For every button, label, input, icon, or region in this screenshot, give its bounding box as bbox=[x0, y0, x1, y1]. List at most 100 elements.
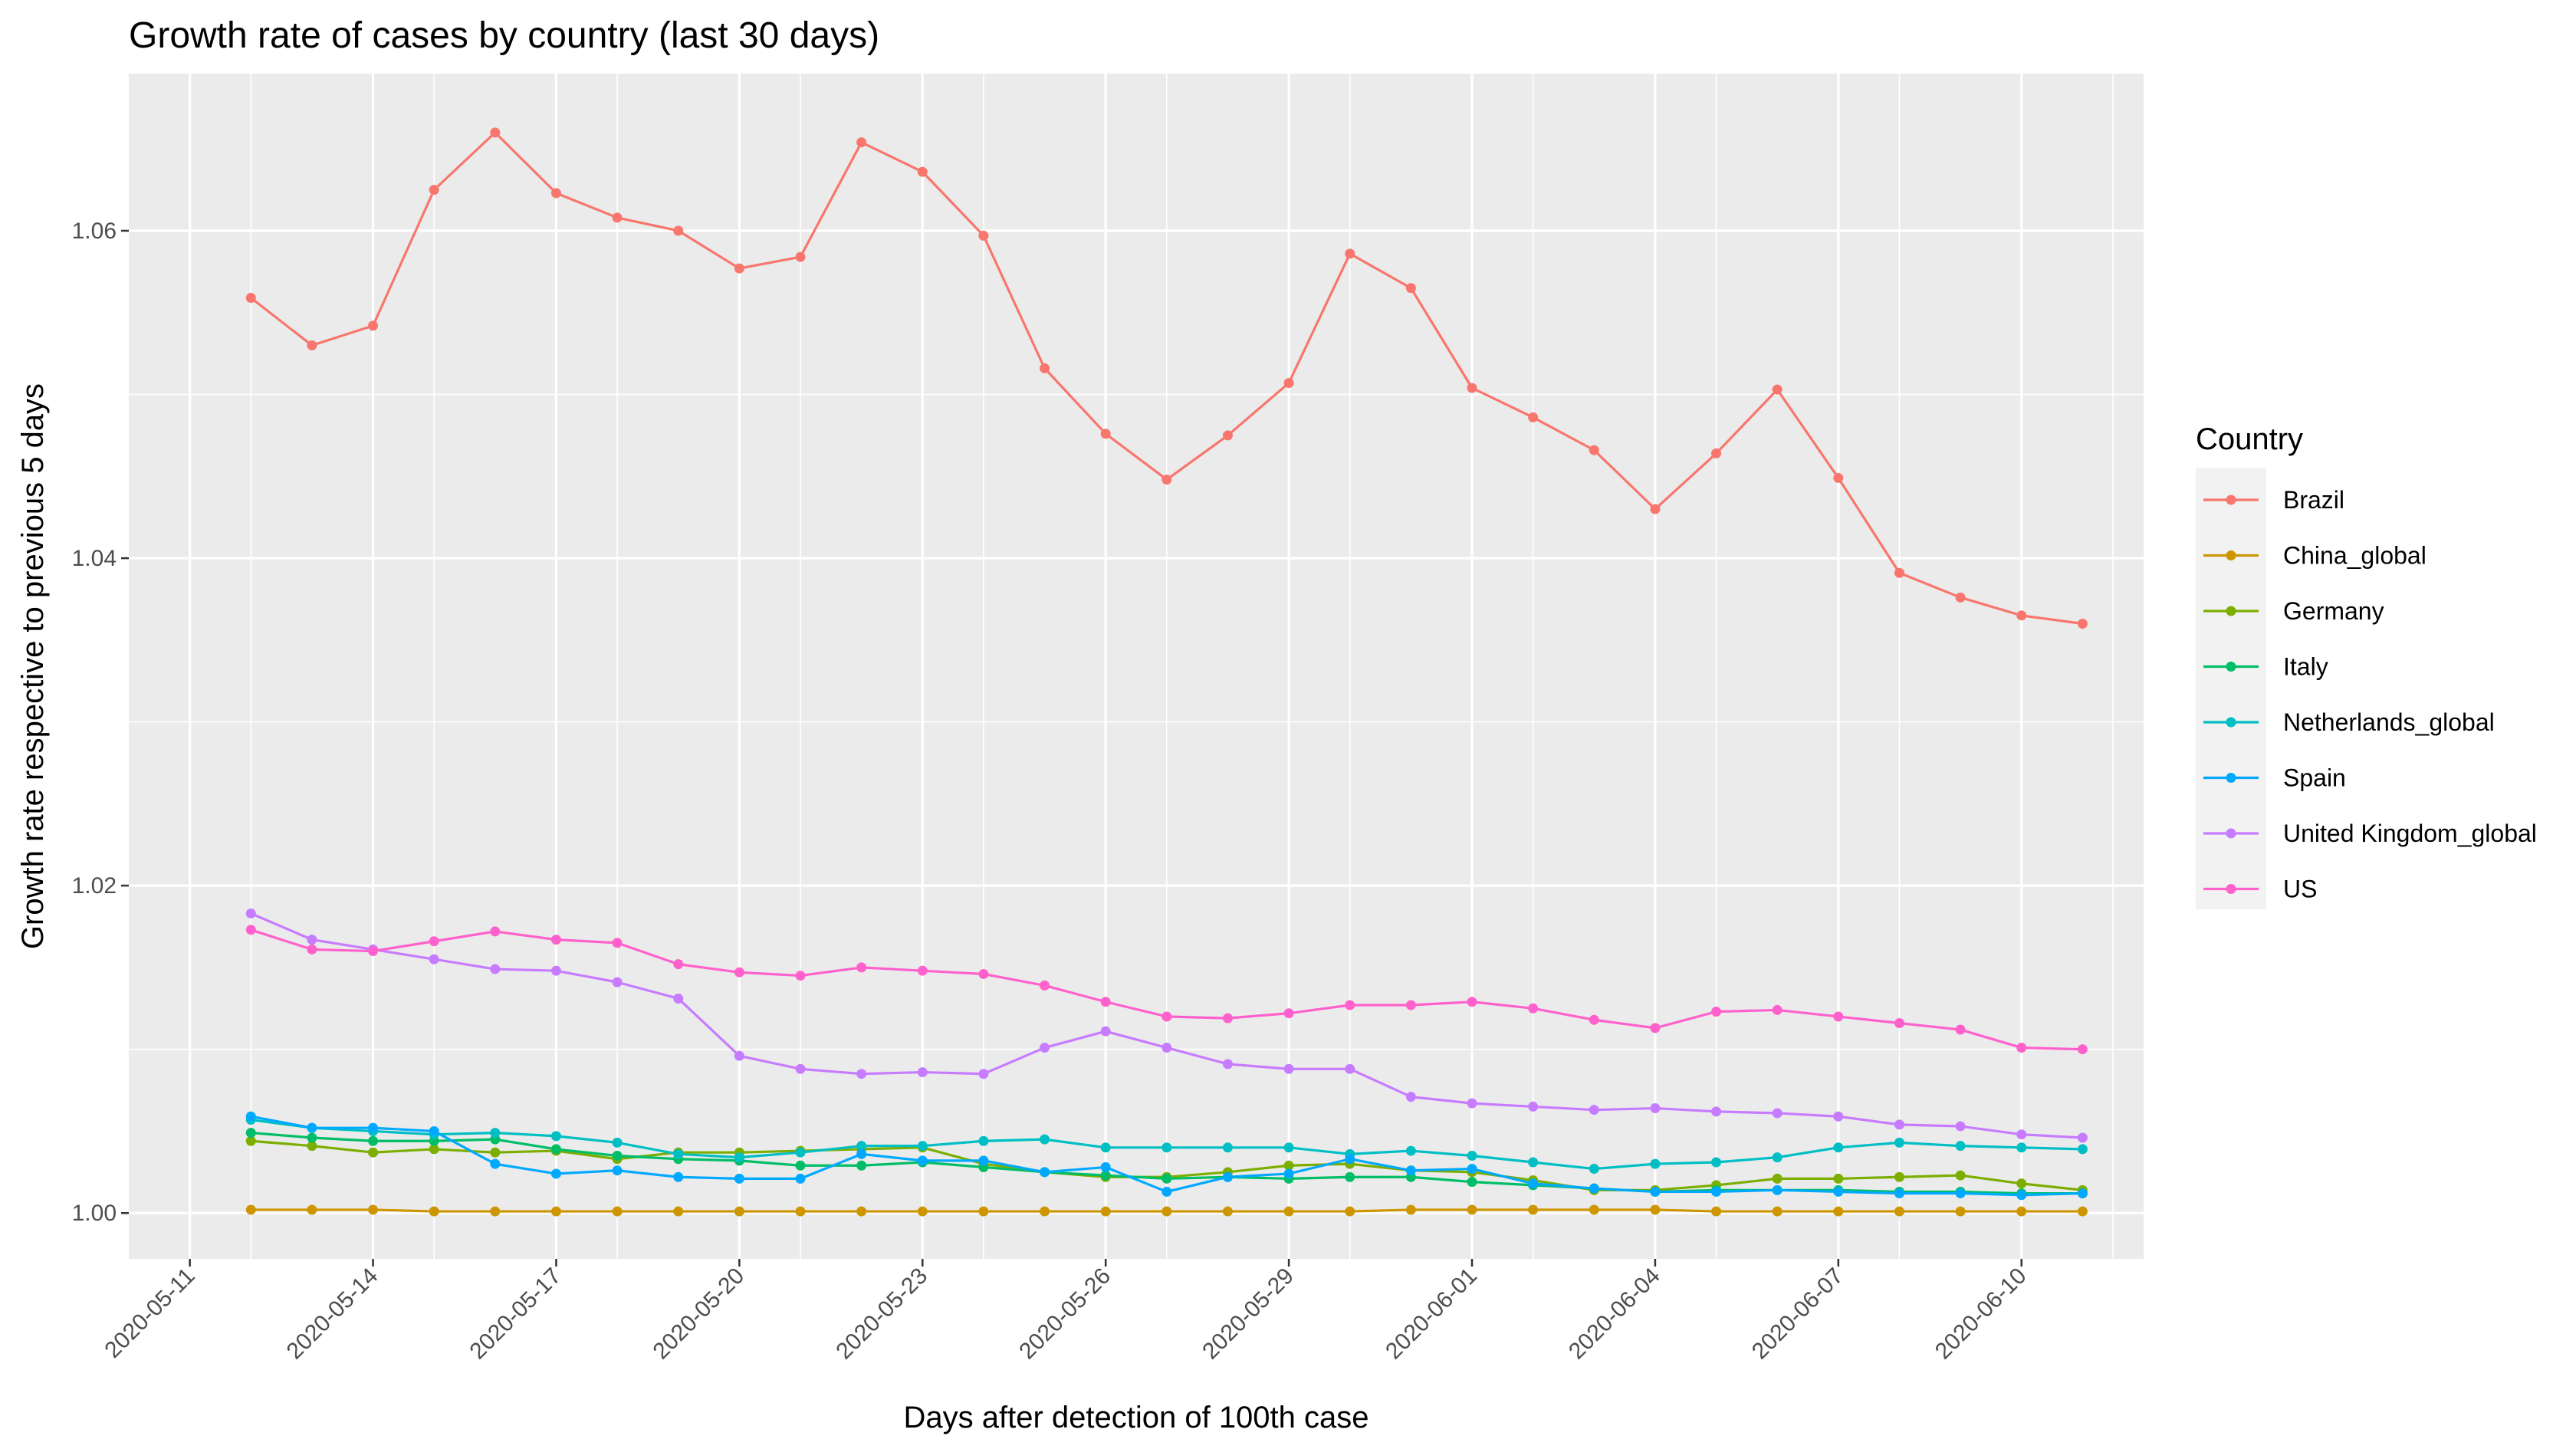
minor-gridlines bbox=[129, 74, 2144, 1259]
data-point-netherlands-global bbox=[856, 1141, 867, 1152]
data-point-netherlands-global bbox=[1040, 1134, 1050, 1145]
data-point-china-global bbox=[1772, 1206, 1783, 1217]
x-tick-label: 2020-05-17 bbox=[465, 1263, 567, 1365]
data-point-spain bbox=[429, 1125, 439, 1136]
data-point-china-global bbox=[307, 1204, 317, 1215]
data-point-spain bbox=[1405, 1165, 1416, 1176]
data-point-china-global bbox=[429, 1206, 439, 1217]
data-point-spain bbox=[245, 1111, 256, 1122]
data-point-china-global bbox=[368, 1204, 379, 1215]
series-points bbox=[245, 127, 2088, 1217]
x-tick-label: 2020-05-26 bbox=[1014, 1263, 1116, 1365]
legend-label-netherlands-global: Netherlands_global bbox=[2283, 708, 2495, 736]
data-point-china-global bbox=[1283, 1206, 1294, 1217]
data-point-united-kingdom-global bbox=[673, 993, 684, 1004]
x-tick-label: 2020-06-07 bbox=[1747, 1263, 1848, 1365]
data-point-italy bbox=[550, 1144, 561, 1155]
data-point-china-global bbox=[550, 1206, 561, 1217]
x-tick-label: 2020-05-23 bbox=[831, 1263, 932, 1365]
data-point-us bbox=[490, 926, 501, 937]
data-point-brazil bbox=[1711, 448, 1722, 458]
data-point-china-global bbox=[245, 1204, 256, 1215]
data-point-germany bbox=[307, 1141, 317, 1152]
x-tick-label: 2020-06-01 bbox=[1381, 1263, 1482, 1365]
data-point-spain bbox=[2077, 1188, 2088, 1199]
data-point-brazil bbox=[2077, 618, 2088, 629]
data-point-us bbox=[978, 968, 989, 979]
data-point-netherlands-global bbox=[1772, 1152, 1783, 1163]
data-point-united-kingdom-global bbox=[795, 1063, 806, 1074]
data-point-spain bbox=[734, 1173, 744, 1184]
data-point-us bbox=[1650, 1023, 1661, 1033]
data-point-italy bbox=[1100, 1170, 1111, 1181]
data-point-netherlands-global bbox=[734, 1152, 744, 1163]
data-point-italy bbox=[368, 1135, 379, 1146]
y-tick-label: 1.00 bbox=[72, 1201, 117, 1226]
data-point-brazil bbox=[795, 251, 806, 262]
data-point-china-global bbox=[1467, 1204, 1477, 1215]
data-point-netherlands-global bbox=[2016, 1142, 2027, 1153]
data-point-us bbox=[673, 959, 684, 970]
data-point-united-kingdom-global bbox=[917, 1067, 928, 1078]
data-point-united-kingdom-global bbox=[1894, 1119, 1904, 1130]
data-point-brazil bbox=[1283, 378, 1294, 389]
data-point-united-kingdom-global bbox=[490, 964, 501, 974]
data-point-spain bbox=[1467, 1164, 1477, 1175]
data-point-us bbox=[1528, 1003, 1539, 1014]
data-point-spain bbox=[1162, 1186, 1172, 1197]
data-point-china-global bbox=[1528, 1204, 1539, 1215]
y-tick-label: 1.06 bbox=[72, 219, 117, 244]
data-point-us bbox=[1955, 1024, 1966, 1035]
data-point-netherlands-global bbox=[1589, 1164, 1599, 1175]
data-point-china-global bbox=[1345, 1206, 1355, 1217]
data-point-netherlands-global bbox=[2077, 1144, 2088, 1155]
data-point-us bbox=[1405, 1000, 1416, 1010]
data-point-spain bbox=[1040, 1167, 1050, 1178]
data-point-united-kingdom-global bbox=[1528, 1101, 1539, 1112]
data-point-china-global bbox=[1405, 1204, 1416, 1215]
data-point-spain bbox=[1894, 1188, 1904, 1199]
data-point-netherlands-global bbox=[1711, 1157, 1722, 1168]
legend-items: Brazil China_global Germany Italy Netherland… bbox=[2203, 486, 2537, 903]
data-point-spain bbox=[612, 1165, 623, 1176]
data-point-brazil bbox=[673, 225, 684, 236]
data-point-spain bbox=[368, 1122, 379, 1133]
x-axis-title: Days after detection of 100th case bbox=[903, 1401, 1368, 1434]
x-tick-label: 2020-05-14 bbox=[282, 1263, 383, 1365]
data-point-brazil bbox=[1100, 429, 1111, 439]
data-point-china-global bbox=[978, 1206, 989, 1217]
x-tick-label: 2020-06-04 bbox=[1564, 1263, 1665, 1365]
data-point-brazil bbox=[1040, 363, 1050, 373]
data-point-united-kingdom-global bbox=[978, 1069, 989, 1079]
major-gridlines bbox=[129, 74, 2144, 1259]
data-point-spain bbox=[1589, 1183, 1599, 1194]
data-point-spain bbox=[1833, 1186, 1844, 1197]
legend-label-china-global: China_global bbox=[2283, 542, 2426, 570]
data-point-netherlands-global bbox=[490, 1128, 501, 1138]
data-point-brazil bbox=[368, 320, 379, 331]
data-point-united-kingdom-global bbox=[1711, 1106, 1722, 1117]
data-point-italy bbox=[307, 1132, 317, 1143]
data-point-spain bbox=[1283, 1168, 1294, 1179]
data-point-spain bbox=[307, 1122, 317, 1133]
data-point-brazil bbox=[245, 293, 256, 304]
data-point-netherlands-global bbox=[1162, 1142, 1172, 1153]
y-axis-title: Growth rate respective to previous 5 day… bbox=[16, 383, 50, 949]
data-point-spain bbox=[1100, 1162, 1111, 1172]
data-point-germany bbox=[368, 1147, 379, 1158]
legend-label-italy: Italy bbox=[2283, 653, 2328, 681]
legend-label-germany: Germany bbox=[2283, 597, 2384, 625]
legend-label-united-kingdom-global: United Kingdom_global bbox=[2283, 820, 2537, 847]
data-point-china-global bbox=[1955, 1206, 1966, 1217]
data-point-brazil bbox=[1528, 412, 1539, 422]
data-point-china-global bbox=[1040, 1206, 1050, 1217]
data-point-united-kingdom-global bbox=[1650, 1103, 1661, 1114]
data-point-china-global bbox=[1100, 1206, 1111, 1217]
data-point-netherlands-global bbox=[1833, 1142, 1844, 1153]
data-point-netherlands-global bbox=[1467, 1150, 1477, 1161]
data-point-us bbox=[795, 971, 806, 981]
data-point-germany bbox=[490, 1147, 501, 1158]
data-point-china-global bbox=[1894, 1206, 1904, 1217]
data-point-spain bbox=[1955, 1188, 1966, 1199]
